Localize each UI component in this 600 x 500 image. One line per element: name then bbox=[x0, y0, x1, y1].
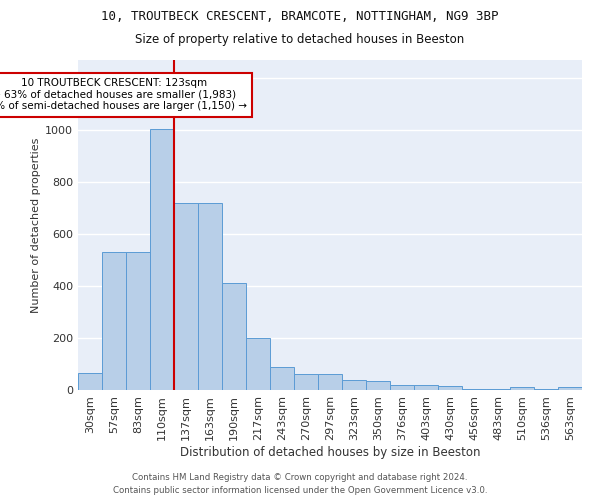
Bar bbox=[414, 385, 438, 390]
Bar bbox=[246, 338, 270, 390]
Bar bbox=[390, 385, 414, 390]
Bar bbox=[510, 388, 534, 390]
Bar bbox=[366, 382, 390, 390]
Bar bbox=[150, 129, 174, 390]
Text: Contains HM Land Registry data © Crown copyright and database right 2024.
Contai: Contains HM Land Registry data © Crown c… bbox=[113, 474, 487, 495]
Bar bbox=[78, 372, 102, 390]
Bar bbox=[198, 203, 222, 390]
Text: 10 TROUTBECK CRESCENT: 123sqm
← 63% of detached houses are smaller (1,983)
36% o: 10 TROUTBECK CRESCENT: 123sqm ← 63% of d… bbox=[0, 78, 247, 112]
Bar bbox=[174, 203, 198, 390]
Bar bbox=[558, 386, 582, 390]
Bar bbox=[222, 284, 246, 390]
Bar bbox=[126, 252, 150, 390]
Bar bbox=[102, 252, 126, 390]
Y-axis label: Number of detached properties: Number of detached properties bbox=[31, 138, 41, 312]
Bar bbox=[294, 374, 318, 390]
Bar bbox=[270, 367, 294, 390]
Bar bbox=[342, 380, 366, 390]
X-axis label: Distribution of detached houses by size in Beeston: Distribution of detached houses by size … bbox=[180, 446, 480, 458]
Bar bbox=[438, 386, 462, 390]
Text: Size of property relative to detached houses in Beeston: Size of property relative to detached ho… bbox=[136, 32, 464, 46]
Bar bbox=[318, 374, 342, 390]
Text: 10, TROUTBECK CRESCENT, BRAMCOTE, NOTTINGHAM, NG9 3BP: 10, TROUTBECK CRESCENT, BRAMCOTE, NOTTIN… bbox=[101, 10, 499, 23]
